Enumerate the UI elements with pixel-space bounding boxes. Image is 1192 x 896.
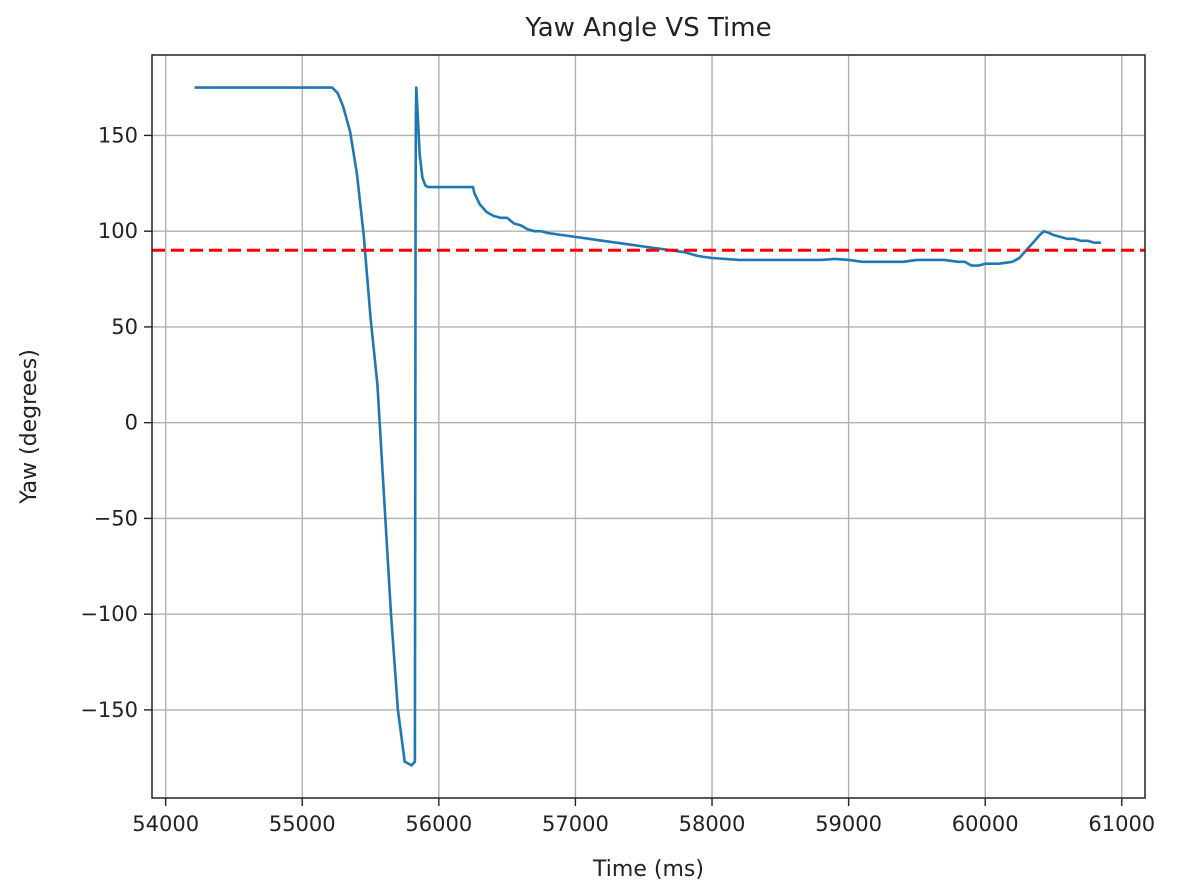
y-tick-label: −150	[80, 698, 138, 722]
x-tick-label: 57000	[542, 812, 609, 836]
x-tick-label: 60000	[952, 812, 1019, 836]
y-axis-label: Yaw (degrees)	[17, 349, 42, 505]
x-axis-label: Time (ms)	[592, 857, 704, 882]
x-tick-label: 59000	[815, 812, 882, 836]
x-tick-label: 55000	[269, 812, 336, 836]
y-tick-label: 50	[111, 315, 138, 339]
x-tick-label: 54000	[132, 812, 199, 836]
chart-title: Yaw Angle VS Time	[524, 13, 771, 43]
x-tick-label: 61000	[1088, 812, 1155, 836]
y-tick-label: −100	[80, 602, 138, 626]
y-tick-label: 0	[125, 411, 138, 435]
series-layer	[152, 86, 1145, 767]
x-tick-label: 58000	[679, 812, 746, 836]
y-tick-label: 100	[98, 219, 138, 243]
x-tick-label: 56000	[405, 812, 472, 836]
y-tick-label: −50	[94, 506, 138, 530]
y-tick-label: 150	[98, 123, 138, 147]
ticks: 54000 55000 56000 57000 58000 59000 60000 61000…	[80, 123, 1155, 836]
plot-frame	[151, 54, 1146, 799]
yaw-series-line	[194, 86, 1102, 767]
grid	[152, 55, 1145, 798]
